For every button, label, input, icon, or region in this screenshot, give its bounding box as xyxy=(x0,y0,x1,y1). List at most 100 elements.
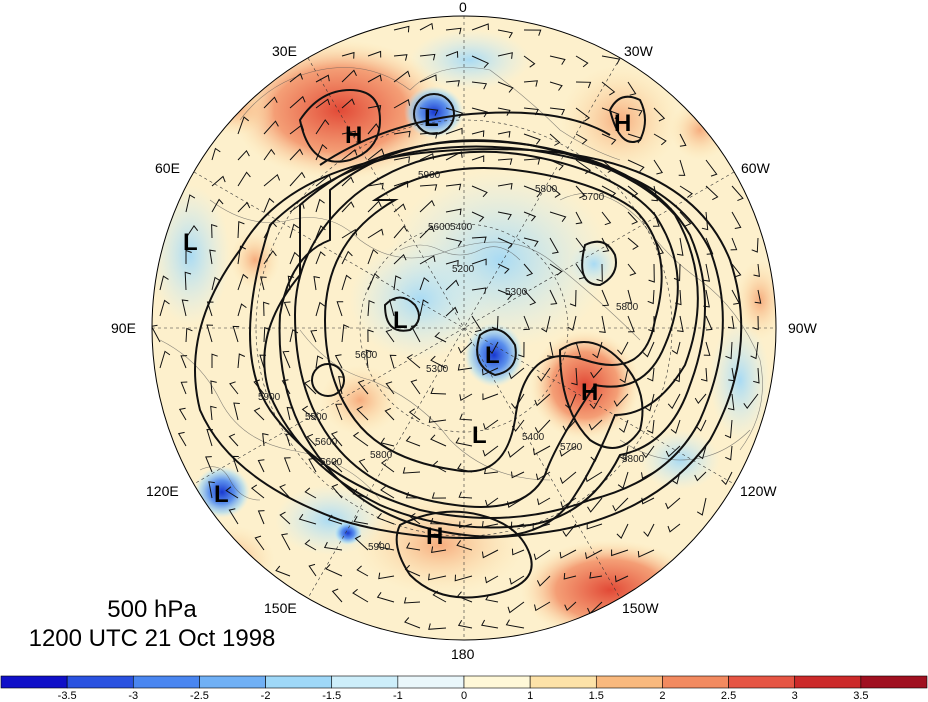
wind-barb xyxy=(497,130,511,138)
wind-barb xyxy=(315,225,326,239)
wind-barb xyxy=(601,211,612,226)
wind-barb xyxy=(592,341,603,359)
wind-barb xyxy=(671,341,681,355)
colorbar-swatch xyxy=(397,675,465,689)
wind-barb xyxy=(532,522,551,530)
wind-barb xyxy=(352,488,369,499)
wind-barb xyxy=(616,523,629,539)
wind-barb xyxy=(287,275,295,291)
wind-barb xyxy=(705,159,718,177)
wind-barb xyxy=(431,492,447,499)
wind-barb xyxy=(523,158,541,165)
wind-barb xyxy=(507,445,525,458)
colorbar-swatch xyxy=(463,675,531,689)
wind-barb xyxy=(289,95,306,109)
wind-barb xyxy=(752,315,759,331)
colorbar-swatch xyxy=(331,675,399,689)
contour-label: 5600 xyxy=(315,437,338,448)
wind-barb xyxy=(254,535,265,551)
wind-barb xyxy=(315,74,330,83)
wind-barb xyxy=(402,467,421,474)
wind-barb xyxy=(497,29,513,39)
low-center-label: L xyxy=(183,229,198,256)
wind-barb xyxy=(445,27,462,35)
lon-label-120w: 120W xyxy=(740,483,777,499)
lon-label-150e: 150E xyxy=(264,600,297,616)
wind-barb xyxy=(313,275,320,291)
wind-barb xyxy=(497,237,513,249)
wind-barb xyxy=(458,491,473,499)
wind-barb xyxy=(283,301,291,317)
wind-barb xyxy=(434,331,447,343)
wind-barb xyxy=(159,299,170,317)
wind-barb xyxy=(754,289,762,304)
wind-barb xyxy=(341,51,355,59)
wind-barb xyxy=(724,419,733,439)
lon-label-180: 180 xyxy=(451,646,475,662)
wind-barb xyxy=(665,497,681,510)
wind-barb xyxy=(481,521,499,528)
colorbar-tick-label: -3.5 xyxy=(58,690,77,702)
wind-barb xyxy=(405,492,421,499)
wind-barb xyxy=(456,591,473,603)
lon-label-0: 0 xyxy=(459,0,467,15)
wind-barb xyxy=(590,445,603,462)
wind-barb xyxy=(563,572,577,580)
wind-barb xyxy=(705,237,714,255)
wind-barb xyxy=(549,263,563,276)
wind-barb xyxy=(731,263,742,278)
wind-barb xyxy=(471,236,487,244)
wind-barb xyxy=(180,381,188,395)
wind-barb xyxy=(289,251,300,265)
wind-barb xyxy=(549,107,566,116)
wind-barb xyxy=(178,407,187,421)
wind-barb xyxy=(259,354,267,369)
wind-barb xyxy=(237,171,251,187)
wind-barb xyxy=(430,355,447,369)
wind-barb xyxy=(281,379,291,395)
wind-barb xyxy=(618,419,629,433)
wind-barb xyxy=(279,511,291,525)
colorbar-swatch xyxy=(132,675,200,689)
wind-barb xyxy=(590,367,603,379)
wind-barb xyxy=(210,405,217,421)
wind-barb xyxy=(673,263,681,282)
wind-barb xyxy=(353,515,369,525)
wind-barb xyxy=(653,133,667,146)
wind-barb xyxy=(185,225,199,239)
wind-barb xyxy=(445,279,460,291)
wind-barb xyxy=(589,571,603,579)
wind-barb xyxy=(263,250,277,265)
wind-barb xyxy=(405,435,421,447)
wind-barb xyxy=(497,211,512,221)
wind-barb xyxy=(393,54,408,61)
wind-barb xyxy=(315,98,331,109)
wind-barb xyxy=(237,201,251,213)
wind-barb xyxy=(410,379,421,395)
wind-barb xyxy=(341,130,356,138)
wind-barb xyxy=(257,459,265,473)
low-center-label: L xyxy=(214,481,229,508)
wind-barb xyxy=(419,299,429,317)
wind-barb xyxy=(601,107,620,120)
wind-barb xyxy=(185,249,192,264)
wind-barb xyxy=(627,263,637,276)
wind-barb xyxy=(205,456,213,473)
wind-barb xyxy=(559,471,577,485)
wind-barb xyxy=(457,364,473,371)
wind-barb xyxy=(365,349,373,369)
wind-barb xyxy=(575,185,586,199)
wind-barb xyxy=(152,324,161,343)
wind-barb xyxy=(586,522,603,530)
wind-barb xyxy=(701,211,709,231)
contour-label: 5600 xyxy=(428,222,451,233)
wind-barb xyxy=(497,182,513,190)
wind-barb xyxy=(507,497,525,508)
wind-barb xyxy=(523,107,539,116)
wind-barb xyxy=(641,497,655,505)
wind-barb xyxy=(651,185,659,202)
wind-barb xyxy=(646,419,655,434)
wind-barb xyxy=(376,592,395,603)
wind-barb xyxy=(725,445,733,461)
